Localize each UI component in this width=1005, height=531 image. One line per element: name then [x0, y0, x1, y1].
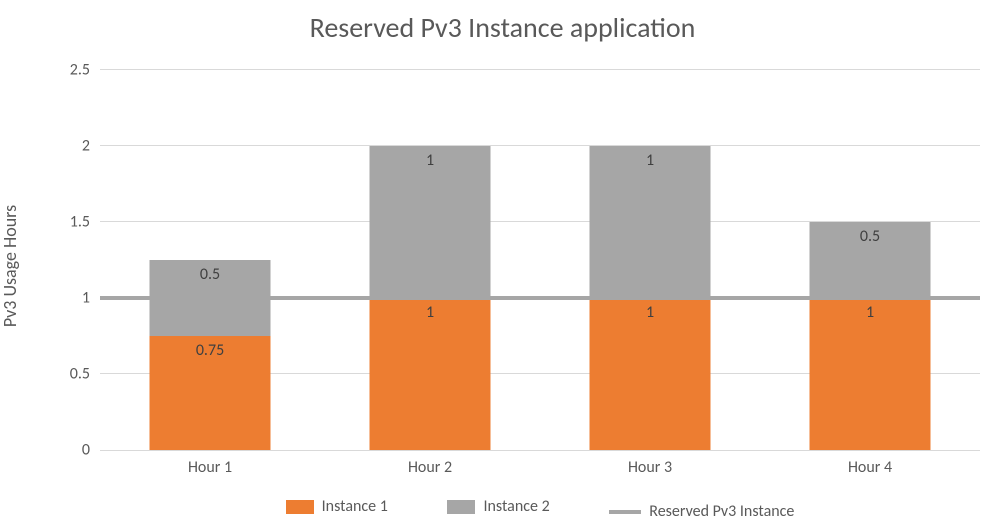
bar-value-label-instance1: 1 [590, 303, 711, 322]
bar-stack: 11 [590, 70, 711, 450]
bar-value-label-instance2: 0.5 [150, 265, 271, 284]
ytick-label: 1.5 [70, 213, 90, 232]
category: 11Hour 2 [320, 70, 540, 450]
category: 11Hour 3 [540, 70, 760, 450]
chart-container: Reserved Pv3 Instance application Pv3 Us… [0, 0, 1005, 531]
legend-label-reserved: Reserved Pv3 Instance [649, 502, 794, 521]
bar-value-label-instance1: 0.75 [150, 341, 271, 360]
reserved-reference-line [100, 296, 980, 300]
x-category-label: Hour 2 [320, 458, 540, 477]
legend-item-reserved: Reserved Pv3 Instance [609, 502, 794, 521]
category: 0.750.5Hour 1 [100, 70, 320, 450]
bar-stack: 10.5 [810, 70, 931, 450]
category: 10.5Hour 4 [760, 70, 980, 450]
ytick-label: 0 [82, 441, 90, 460]
legend-label-instance2: Instance 2 [483, 497, 549, 516]
bar-value-label-instance1: 1 [370, 303, 491, 322]
ytick-label: 2 [82, 137, 90, 156]
legend-swatch-instance2 [447, 500, 475, 514]
ytick-label: 2.5 [70, 61, 90, 80]
legend-swatch-instance1 [286, 500, 314, 514]
ytick-label: 0.5 [70, 365, 90, 384]
bar-value-label-instance2: 0.5 [810, 227, 931, 246]
chart-title: Reserved Pv3 Instance application [0, 10, 1005, 45]
bar-stack: 11 [370, 70, 491, 450]
legend: Instance 1 Instance 2 Reserved Pv3 Insta… [100, 497, 980, 521]
bar-value-label-instance1: 1 [810, 303, 931, 322]
x-category-label: Hour 4 [760, 458, 980, 477]
legend-swatch-reserved [609, 510, 641, 514]
x-category-label: Hour 1 [100, 458, 320, 477]
legend-item-instance2: Instance 2 [447, 497, 549, 516]
legend-item-instance1: Instance 1 [286, 497, 388, 516]
y-axis-label: Pv3 Usage Hours [0, 204, 21, 326]
ytick-label: 1 [82, 289, 90, 308]
bar-value-label-instance2: 1 [370, 151, 491, 170]
bar-value-label-instance2: 1 [590, 151, 711, 170]
legend-label-instance1: Instance 1 [322, 497, 388, 516]
x-category-label: Hour 3 [540, 458, 760, 477]
bar-stack: 0.75 0.5 [150, 70, 271, 450]
plot-area: 00.511.522.50.750.5Hour 111Hour 211Hour … [100, 70, 980, 451]
